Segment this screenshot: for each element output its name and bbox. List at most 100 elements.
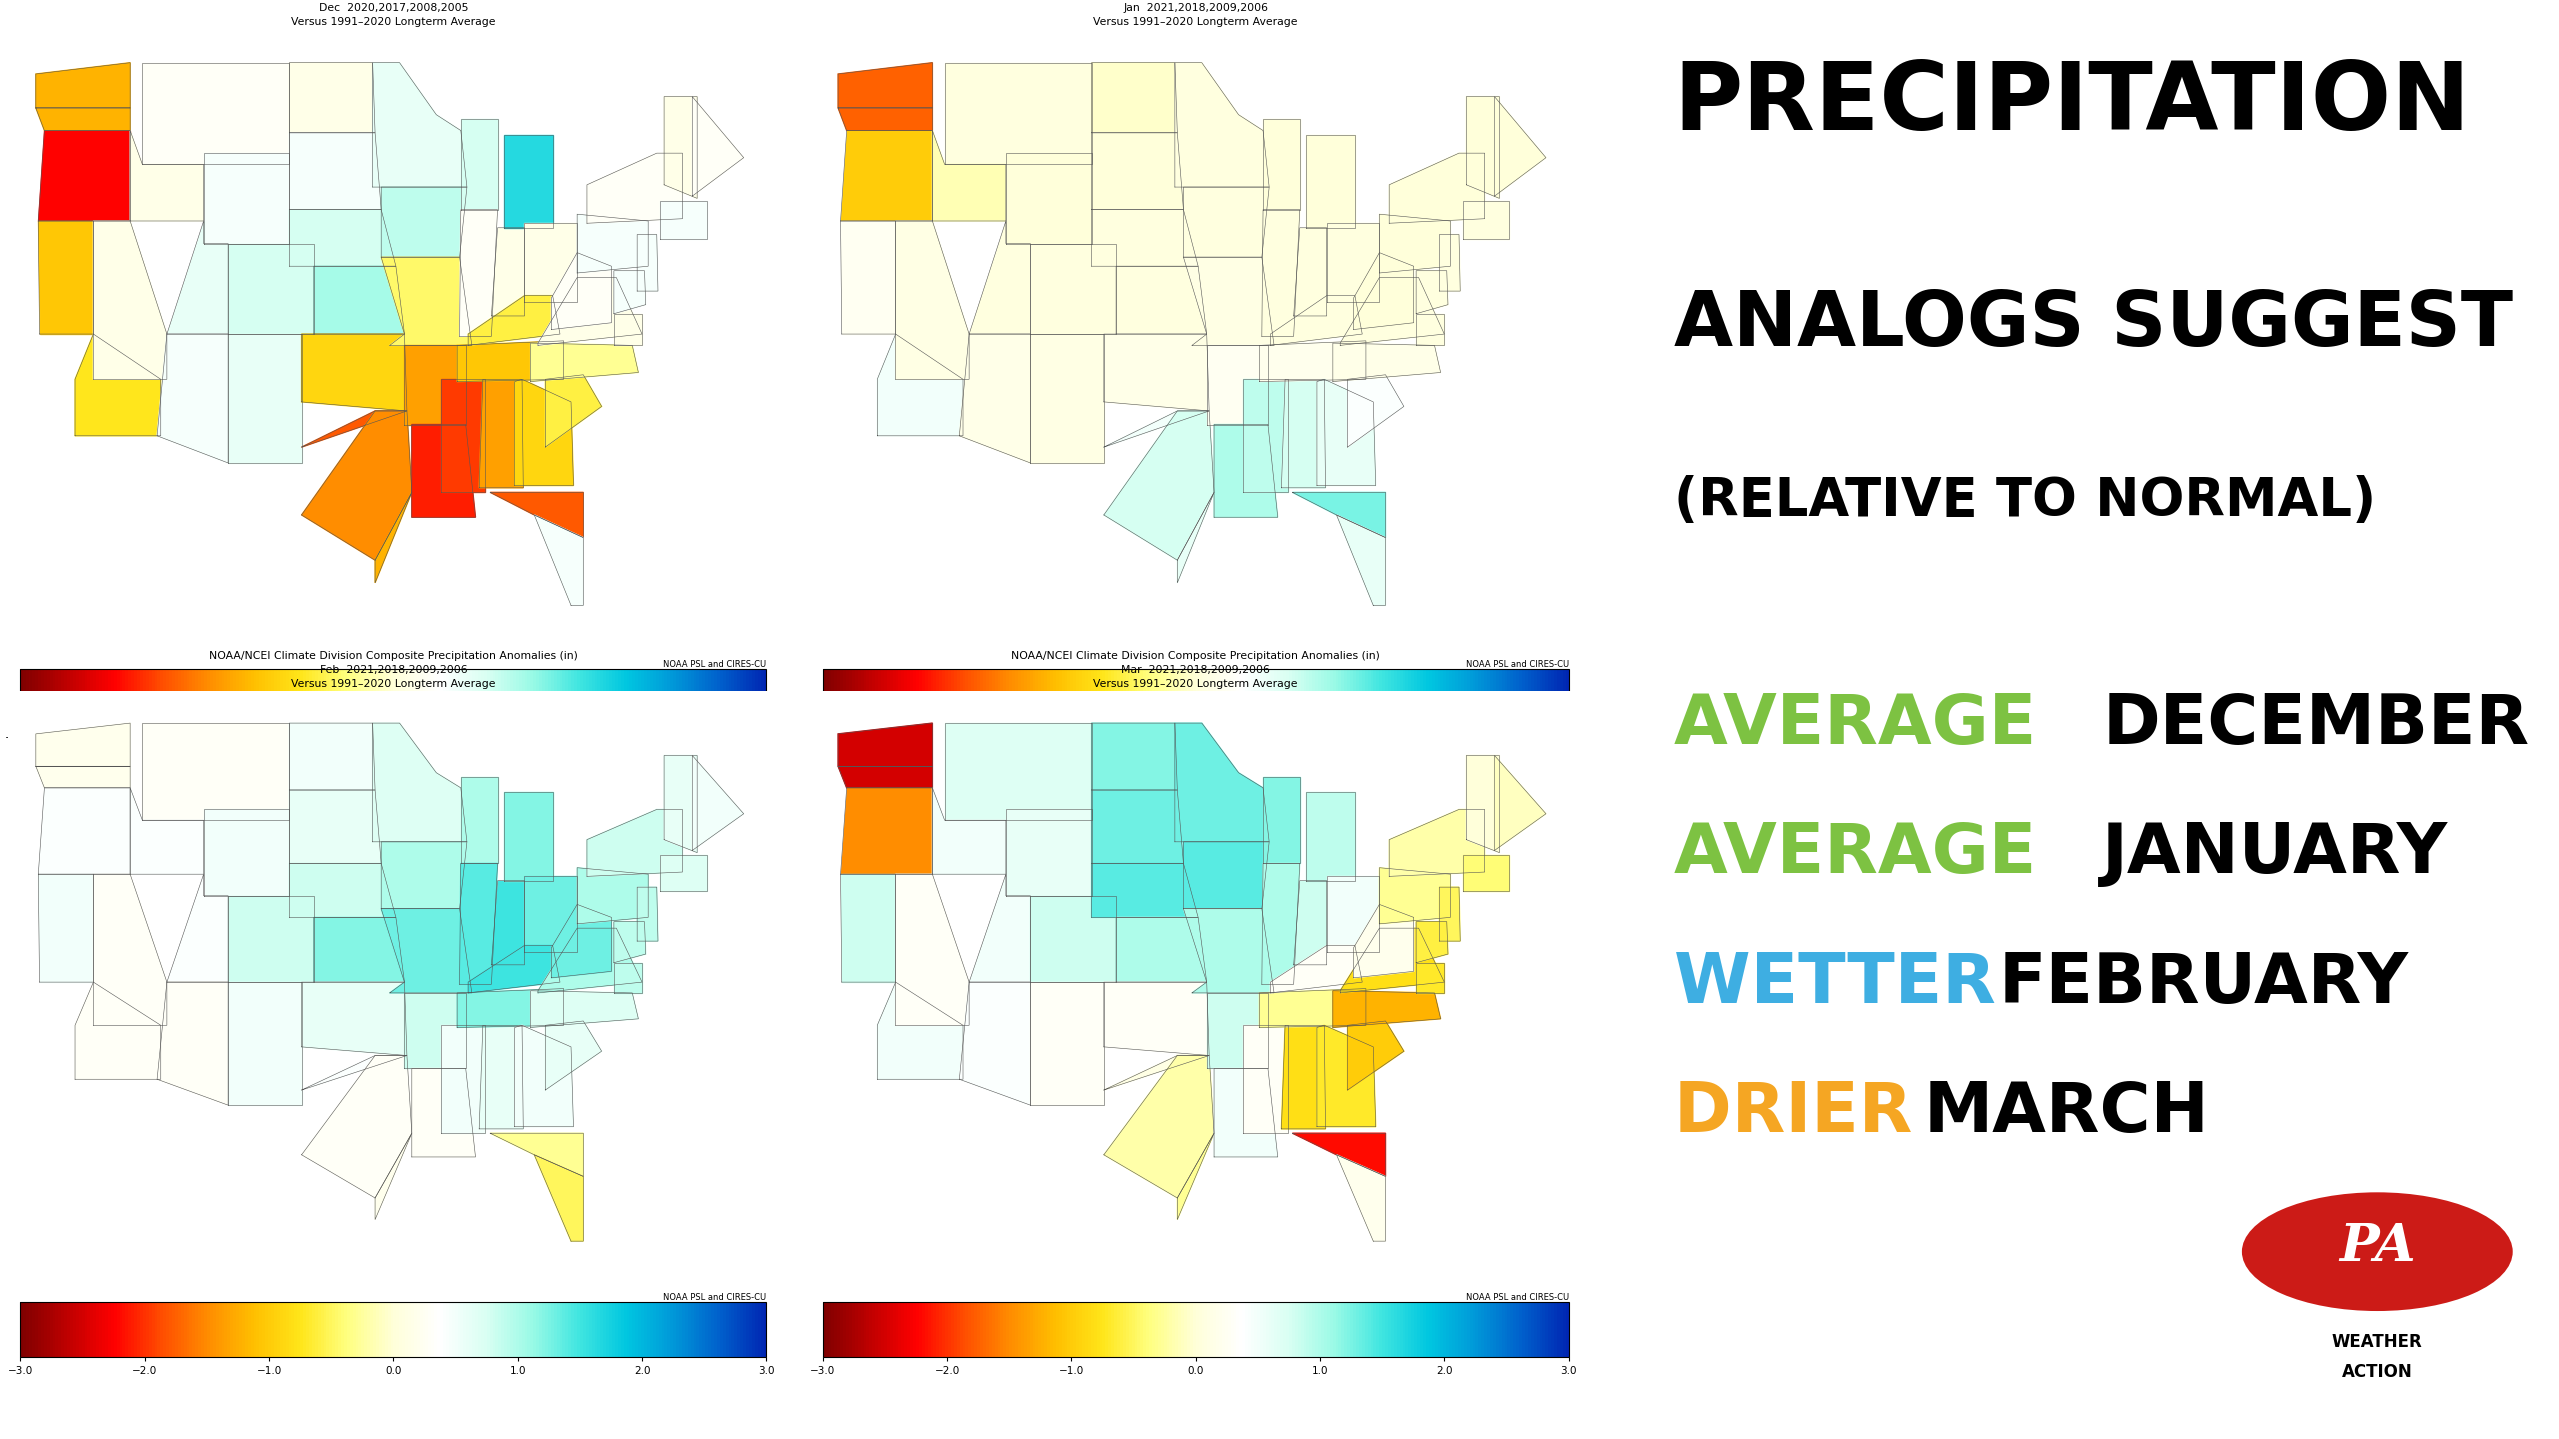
- Polygon shape: [586, 809, 683, 876]
- Polygon shape: [302, 983, 407, 1056]
- Polygon shape: [1464, 200, 1510, 239]
- Polygon shape: [228, 334, 302, 463]
- Polygon shape: [38, 222, 95, 334]
- Text: NOAA PSL and CIRES-CU: NOAA PSL and CIRES-CU: [663, 661, 768, 669]
- Polygon shape: [931, 131, 1006, 222]
- Polygon shape: [1326, 876, 1379, 953]
- Polygon shape: [1466, 96, 1500, 199]
- Polygon shape: [1305, 791, 1354, 881]
- Polygon shape: [461, 210, 496, 337]
- Polygon shape: [1213, 425, 1277, 517]
- Polygon shape: [289, 722, 376, 790]
- Polygon shape: [1494, 96, 1546, 196]
- Polygon shape: [1415, 922, 1448, 963]
- Polygon shape: [839, 131, 931, 222]
- Polygon shape: [1208, 345, 1267, 425]
- Polygon shape: [1336, 1154, 1384, 1240]
- Polygon shape: [1244, 380, 1287, 492]
- Polygon shape: [1175, 722, 1269, 842]
- Polygon shape: [665, 755, 696, 852]
- Polygon shape: [960, 334, 1031, 463]
- Polygon shape: [404, 345, 466, 425]
- Polygon shape: [1031, 334, 1103, 463]
- Polygon shape: [479, 380, 522, 488]
- Text: DECEMBER: DECEMBER: [2103, 691, 2528, 758]
- Polygon shape: [381, 842, 466, 909]
- Polygon shape: [514, 1025, 573, 1127]
- Polygon shape: [537, 278, 642, 345]
- Polygon shape: [1318, 380, 1377, 485]
- Polygon shape: [1093, 132, 1182, 210]
- Polygon shape: [1415, 314, 1443, 345]
- Polygon shape: [839, 222, 896, 334]
- Polygon shape: [1438, 886, 1461, 941]
- Polygon shape: [665, 96, 696, 199]
- Polygon shape: [440, 1025, 486, 1134]
- Polygon shape: [36, 722, 131, 789]
- Polygon shape: [38, 131, 131, 222]
- Polygon shape: [1349, 1022, 1405, 1091]
- Text: AVERAGE: AVERAGE: [1674, 820, 2060, 888]
- Polygon shape: [614, 271, 645, 314]
- Polygon shape: [514, 380, 573, 485]
- Text: WEATHER: WEATHER: [2331, 1333, 2423, 1351]
- Polygon shape: [1093, 722, 1177, 790]
- Polygon shape: [491, 881, 525, 966]
- Polygon shape: [1006, 809, 1093, 895]
- Polygon shape: [74, 983, 161, 1079]
- Polygon shape: [1336, 515, 1384, 606]
- Polygon shape: [896, 222, 970, 380]
- Polygon shape: [302, 1056, 407, 1091]
- Polygon shape: [537, 928, 642, 993]
- Polygon shape: [1295, 881, 1326, 966]
- Polygon shape: [302, 412, 412, 560]
- Polygon shape: [302, 1056, 412, 1197]
- Polygon shape: [131, 789, 205, 873]
- Polygon shape: [1208, 993, 1267, 1068]
- Polygon shape: [228, 243, 315, 334]
- Polygon shape: [530, 342, 637, 381]
- Polygon shape: [1093, 863, 1198, 918]
- Polygon shape: [525, 876, 578, 953]
- Polygon shape: [1390, 809, 1484, 876]
- Text: WETTER: WETTER: [1674, 950, 2019, 1017]
- Polygon shape: [1103, 1056, 1213, 1197]
- Text: MARCH: MARCH: [1924, 1079, 2208, 1147]
- Polygon shape: [38, 789, 131, 873]
- Polygon shape: [376, 492, 412, 583]
- Title: NOAA/NCEI Climate Division Composite Precipitation Anomalies (in)
Dec  2020,2017: NOAA/NCEI Climate Division Composite Pre…: [210, 0, 578, 26]
- Text: JANUARY: JANUARY: [2103, 820, 2449, 888]
- Polygon shape: [302, 334, 407, 412]
- Polygon shape: [458, 989, 563, 1027]
- Polygon shape: [412, 1068, 476, 1157]
- Polygon shape: [289, 210, 397, 266]
- Polygon shape: [931, 789, 1006, 873]
- Polygon shape: [1341, 928, 1443, 993]
- Polygon shape: [878, 983, 962, 1079]
- Polygon shape: [1349, 374, 1405, 448]
- Polygon shape: [545, 1022, 601, 1091]
- Polygon shape: [1093, 63, 1177, 132]
- Polygon shape: [1264, 119, 1300, 210]
- Text: PA: PA: [2339, 1222, 2416, 1272]
- Polygon shape: [960, 983, 1031, 1105]
- Polygon shape: [376, 1134, 412, 1220]
- Polygon shape: [491, 227, 525, 317]
- Polygon shape: [1262, 863, 1300, 984]
- Polygon shape: [1326, 223, 1379, 302]
- Polygon shape: [839, 789, 931, 873]
- Polygon shape: [156, 983, 228, 1105]
- Polygon shape: [461, 777, 496, 863]
- Polygon shape: [1466, 755, 1500, 852]
- Text: DRIER: DRIER: [1674, 1079, 1937, 1147]
- Polygon shape: [693, 96, 745, 196]
- Polygon shape: [1175, 63, 1269, 187]
- Polygon shape: [1390, 153, 1484, 223]
- Polygon shape: [1379, 214, 1451, 273]
- Polygon shape: [535, 515, 583, 606]
- Polygon shape: [1415, 963, 1443, 993]
- Polygon shape: [381, 258, 471, 345]
- Polygon shape: [1494, 755, 1546, 850]
- Polygon shape: [1318, 1025, 1377, 1127]
- Polygon shape: [143, 63, 289, 164]
